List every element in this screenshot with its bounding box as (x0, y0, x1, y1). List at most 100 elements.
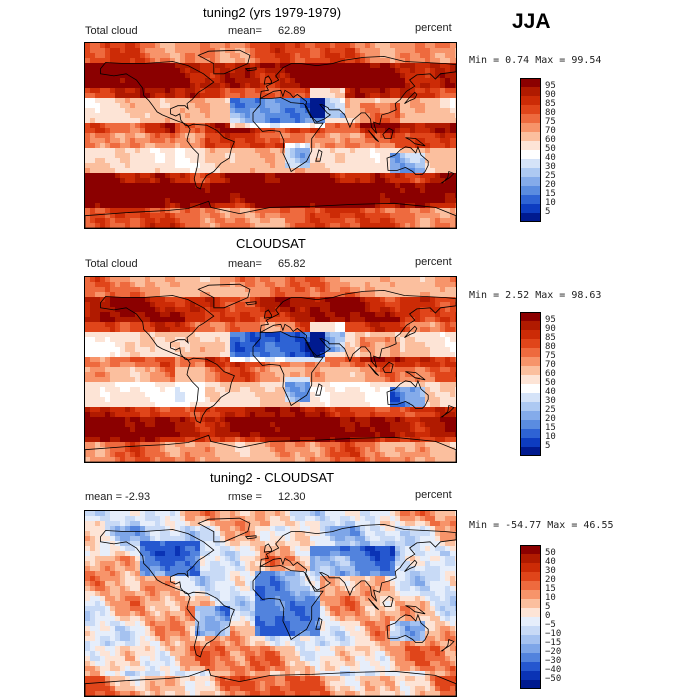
heatmap-cell (240, 193, 246, 199)
heatmap-cell (215, 138, 221, 144)
heatmap-cell (175, 397, 181, 403)
heatmap-cell (280, 78, 286, 84)
colorbar-cell (520, 213, 541, 222)
heatmap-cell (360, 387, 366, 393)
heatmap-cell (170, 387, 176, 393)
heatmap-cell (445, 68, 451, 74)
heatmap-cell (380, 48, 386, 54)
heatmap-cell (305, 332, 311, 338)
heatmap-cell (235, 58, 241, 64)
heatmap-cell (90, 73, 96, 79)
heatmap-cell (370, 158, 376, 164)
heatmap-cell (330, 68, 336, 74)
heatmap-cell (370, 163, 376, 169)
heatmap-cell (190, 123, 196, 129)
heatmap-cell (390, 203, 396, 209)
heatmap-cell (205, 332, 211, 338)
heatmap-cell (440, 153, 446, 159)
heatmap-cell (120, 58, 126, 64)
heatmap-cell (435, 178, 441, 184)
heatmap-cell (130, 367, 136, 373)
heatmap-cell (195, 332, 201, 338)
heatmap-cell (315, 188, 321, 194)
heatmap-cell (145, 357, 151, 363)
heatmap-cell (425, 68, 431, 74)
heatmap-cell (130, 148, 136, 154)
heatmap-cell (160, 193, 166, 199)
heatmap-cell (110, 78, 116, 84)
heatmap-cell (450, 347, 456, 353)
heatmap-cell (290, 48, 296, 54)
heatmap-cell (200, 327, 206, 333)
heatmap-cell (250, 43, 256, 49)
heatmap-cell (115, 277, 121, 283)
heatmap-cell (105, 382, 111, 388)
heatmap-cell (260, 153, 266, 159)
heatmap-cell (125, 78, 131, 84)
heatmap-cell (325, 98, 331, 104)
heatmap-cell (430, 282, 436, 288)
heatmap-cell (270, 123, 276, 129)
heatmap-cell (185, 342, 191, 348)
heatmap-cell (390, 302, 396, 308)
heatmap-cell (210, 347, 216, 353)
heatmap-cell (120, 332, 126, 338)
heatmap-cell (405, 143, 411, 149)
heatmap-cell (105, 218, 111, 224)
heatmap-cell (385, 178, 391, 184)
heatmap-cell (210, 128, 216, 134)
heatmap-cell (320, 362, 326, 368)
heatmap-cell (395, 193, 401, 199)
heatmap-cell (350, 138, 356, 144)
heatmap-cell (220, 53, 226, 59)
heatmap-cell (385, 342, 391, 348)
heatmap-cell (95, 213, 101, 219)
heatmap-cell (135, 143, 141, 149)
heatmap-cell (390, 113, 396, 119)
heatmap-cell (420, 83, 426, 89)
heatmap-cell (245, 188, 251, 194)
heatmap-cell (85, 63, 91, 69)
heatmap-cell (165, 292, 171, 298)
heatmap-cell (260, 178, 266, 184)
heatmap-cell (180, 83, 186, 89)
heatmap-cell (330, 367, 336, 373)
heatmap-cell (180, 208, 186, 214)
heatmap-cell (295, 108, 301, 114)
heatmap-cell (435, 357, 441, 363)
heatmap-cell (160, 198, 166, 204)
heatmap-cell (210, 342, 216, 348)
heatmap-cell (440, 213, 446, 219)
heatmap-cell (280, 332, 286, 338)
heatmap-cell (135, 103, 141, 109)
heatmap-cell (235, 357, 241, 363)
heatmap-cell (320, 98, 326, 104)
heatmap-cell (335, 307, 341, 313)
heatmap-cell (440, 203, 446, 209)
heatmap-cell (150, 78, 156, 84)
heatmap-cell (240, 417, 246, 423)
heatmap-cell (265, 372, 271, 378)
heatmap-cell (395, 372, 401, 378)
heatmap-cell (395, 382, 401, 388)
heatmap-cell (230, 158, 236, 164)
heatmap-cell (310, 327, 316, 333)
heatmap-cell (380, 337, 386, 343)
heatmap-cell (325, 73, 331, 79)
heatmap-cell (170, 377, 176, 383)
heatmap-cell (110, 183, 116, 189)
heatmap-cell (380, 302, 386, 308)
heatmap-cell (180, 387, 186, 393)
heatmap-cell (380, 317, 386, 323)
heatmap-cell (150, 188, 156, 194)
heatmap-cell (390, 83, 396, 89)
heatmap-cell (195, 327, 201, 333)
heatmap-cell (280, 178, 286, 184)
heatmap-cell (375, 302, 381, 308)
heatmap-cell (120, 158, 126, 164)
heatmap-cell (160, 407, 166, 413)
heatmap-cell (175, 128, 181, 134)
heatmap-cell (330, 208, 336, 214)
heatmap-cell (430, 198, 436, 204)
heatmap-cell (330, 188, 336, 194)
